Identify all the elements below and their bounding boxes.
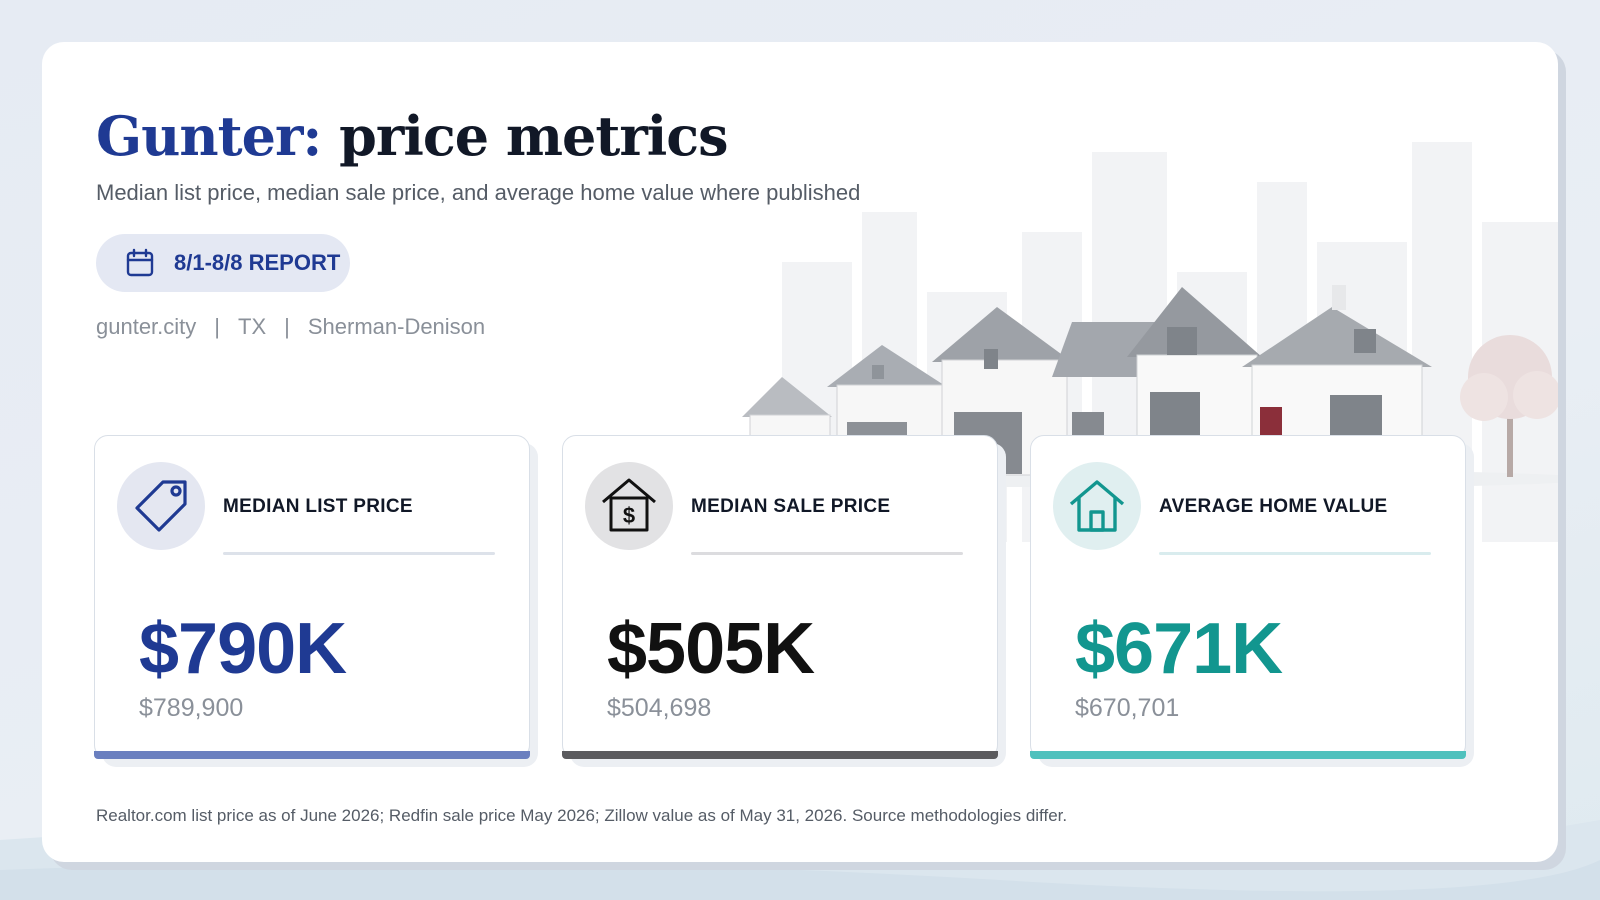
metric-exact-value: $789,900 xyxy=(139,694,244,722)
title-place: Gunter: xyxy=(96,104,322,168)
metro-label: Sherman-Denison xyxy=(307,314,486,339)
meta-separator: | xyxy=(214,314,220,339)
metric-label: AVERAGE HOME VALUE xyxy=(1159,496,1388,517)
metric-value: $790K xyxy=(139,609,347,689)
meta-separator: | xyxy=(284,314,290,339)
price-tag-icon xyxy=(135,480,187,532)
metric-card-median-list-price: MEDIAN LIST PRICE $790K $789,900 xyxy=(94,435,530,759)
metric-exact-value: $504,698 xyxy=(607,694,712,722)
accent-bar xyxy=(562,751,998,759)
metric-value: $505K xyxy=(607,609,815,689)
home-icon xyxy=(1069,480,1125,532)
title-text: price metrics xyxy=(339,104,728,168)
metric-card-average-home-value: AVERAGE HOME VALUE $671K $670,701 xyxy=(1030,435,1466,759)
calendar-icon xyxy=(126,248,154,277)
state-label: TX xyxy=(238,314,267,339)
main-card: Gunter: price metrics Median list price,… xyxy=(42,42,1558,862)
page-title: Gunter: price metrics xyxy=(96,104,729,168)
report-badge: 8/1-8/8 REPORT xyxy=(96,234,350,292)
divider xyxy=(1159,552,1431,555)
metric-label: MEDIAN LIST PRICE xyxy=(223,496,413,517)
metric-exact-value: $670,701 xyxy=(1075,694,1180,722)
divider xyxy=(223,552,495,555)
svg-text:$: $ xyxy=(623,503,635,528)
location-meta: gunter.city | TX | Sherman-Denison xyxy=(96,314,485,340)
report-badge-label: 8/1-8/8 REPORT xyxy=(174,250,341,275)
source-footnote: Realtor.com list price as of June 2026; … xyxy=(96,806,1068,825)
metric-card-median-sale-price: $ MEDIAN SALE PRICE $505K $504,698 xyxy=(562,435,998,759)
icon-circle xyxy=(1053,462,1141,550)
website-link[interactable]: gunter.city xyxy=(96,314,197,339)
metric-value: $671K xyxy=(1075,609,1283,689)
icon-circle xyxy=(117,462,205,550)
divider xyxy=(691,552,963,555)
icon-circle: $ xyxy=(585,462,673,550)
metric-label: MEDIAN SALE PRICE xyxy=(691,496,891,517)
accent-bar xyxy=(1030,751,1466,759)
house-dollar-icon: $ xyxy=(602,478,656,532)
accent-bar xyxy=(94,751,530,759)
page-subtitle: Median list price, median sale price, an… xyxy=(96,180,861,205)
